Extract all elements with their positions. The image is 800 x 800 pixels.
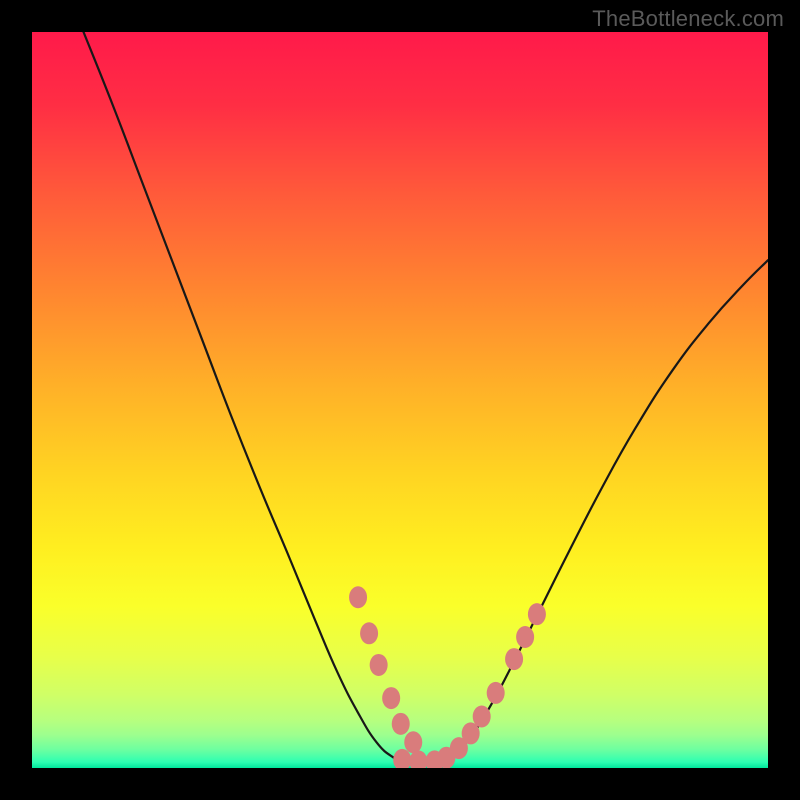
data-marker (473, 705, 491, 727)
data-marker (528, 603, 546, 625)
v-curve-path (84, 32, 768, 762)
data-marker (487, 682, 505, 704)
watermark-text: TheBottleneck.com (592, 6, 784, 32)
plot-area (32, 32, 768, 768)
data-marker (370, 654, 388, 676)
data-marker (360, 622, 378, 644)
chart-container: TheBottleneck.com (0, 0, 800, 800)
data-marker (516, 626, 534, 648)
data-marker (393, 749, 411, 768)
data-marker (349, 586, 367, 608)
data-marker (505, 648, 523, 670)
data-marker (382, 687, 400, 709)
data-marker (404, 731, 422, 753)
data-marker (392, 713, 410, 735)
curve-svg (32, 32, 768, 768)
